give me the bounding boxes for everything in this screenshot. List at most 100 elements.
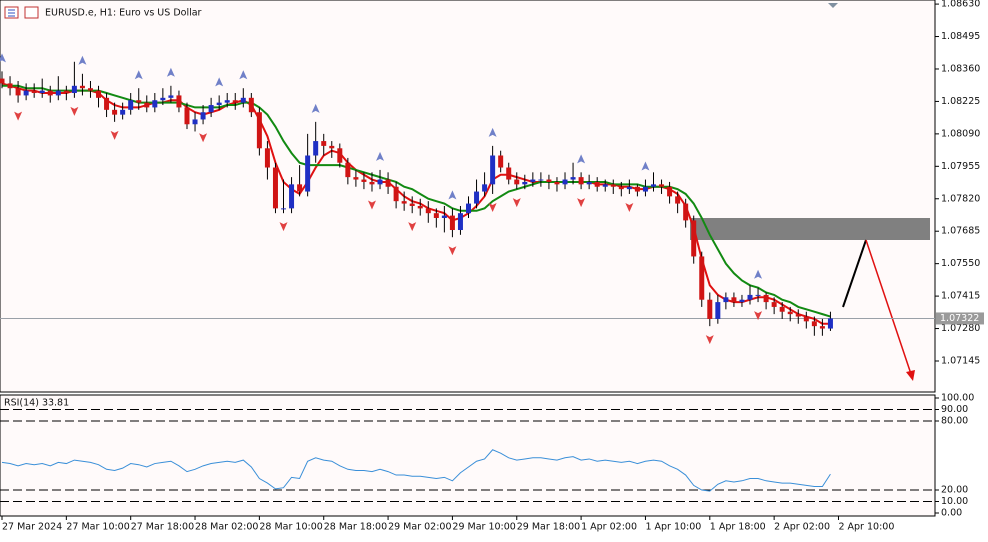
indicator-label: RSI(14) 33.81 [4,398,69,409]
candle-body [739,299,745,303]
candle-body [578,177,584,185]
y-tick-label: 100.00 [941,393,974,404]
candle-body [208,105,214,113]
x-tick-label: 1 Apr 02:00 [581,522,637,533]
candle-body [626,186,632,190]
candle-body [31,90,37,94]
candle-body [819,326,825,329]
candle-body [811,321,817,327]
candle-body [667,186,673,197]
main-pane [0,0,936,393]
candle-body [361,179,367,182]
fractal-up [311,103,320,113]
fractal-up [754,269,763,279]
candle-body [79,85,85,89]
arrow-head [906,370,915,381]
y-tick-label: 1.08495 [941,31,980,42]
fractal-up [641,161,650,171]
fractal-up [577,154,586,164]
candle-body [522,181,528,185]
current-price-box [936,312,984,325]
y-tick-label: 0.00 [941,508,962,519]
candle-body [15,88,21,96]
candle-body [675,196,681,204]
fractal-down [70,106,79,116]
candle-body [634,186,640,192]
candle-body [63,90,69,94]
candle-body [248,97,254,113]
candle-body [264,148,270,168]
candle-body [498,155,504,168]
y-tick-label: 20.00 [941,485,968,496]
fractal-down [14,111,23,121]
candle-body [136,100,142,103]
x-tick-label: 29 Mar 10:00 [452,522,515,533]
candle-body [144,102,150,108]
candle-body [787,311,793,315]
candle-body [417,205,423,209]
fractal-up [215,77,224,87]
candle-body [570,177,576,180]
candle-body [474,191,480,204]
candle-body [289,184,295,209]
x-tick-label: 28 Mar 02:00 [195,522,258,533]
y-tick-label: 90.00 [941,404,968,415]
projection-line [842,239,867,308]
fractal-down [625,202,634,212]
candle-body [771,302,777,307]
candle-body [425,208,431,214]
candle-body [152,100,158,108]
candle-body [803,316,809,322]
y-tick-label: 80.00 [941,416,968,427]
candle-body [23,90,29,96]
candle-body [441,215,447,218]
candle-body [256,112,262,149]
candle-body [71,85,77,94]
candle-body [538,179,544,181]
candle-body [168,95,174,98]
fractal-down [279,222,288,232]
x-tick-label: 27 Mar 2024 [2,522,62,533]
candle-body [297,184,303,192]
candle-body [160,97,166,101]
x-tick-label: 2 Apr 10:00 [838,522,894,533]
chart-title: EURUSD.e, H1: Euro vs US Dollar [45,8,202,19]
candle-body [47,90,53,96]
candle-body [642,186,648,192]
candle-body [224,100,230,103]
fractal-up [488,127,497,137]
x-tick-label: 27 Mar 18:00 [131,522,194,533]
symbol-icons [4,6,39,19]
fractal-down [448,246,457,256]
fractal-up [448,190,457,200]
candle-body [779,306,785,312]
candle-body [731,297,737,303]
candle-body [401,201,407,204]
candle-body [377,179,383,185]
fractal-down [705,335,714,345]
candle-body [707,299,713,319]
fractal-up [78,55,87,65]
candle-body [232,100,238,103]
candle-body [216,102,222,106]
candle-body [200,112,206,120]
fractal-down [488,202,497,212]
candle-body [723,297,729,303]
candle-body [329,145,335,149]
candle-body [120,109,126,115]
candle-body [795,314,801,317]
candle-body [715,302,721,319]
candle-body [385,179,391,187]
candle-body [659,184,665,187]
y-tick-label: 1.07415 [941,291,980,302]
fractal-down [199,133,208,143]
candle-body [96,90,102,98]
candle-body [184,107,190,125]
candle-body [369,181,375,185]
candle-body [554,181,560,185]
x-tick-label: 1 Apr 18:00 [710,522,766,533]
projection-arrow [865,239,912,375]
candle-body [699,256,705,300]
candle-body [602,184,608,187]
